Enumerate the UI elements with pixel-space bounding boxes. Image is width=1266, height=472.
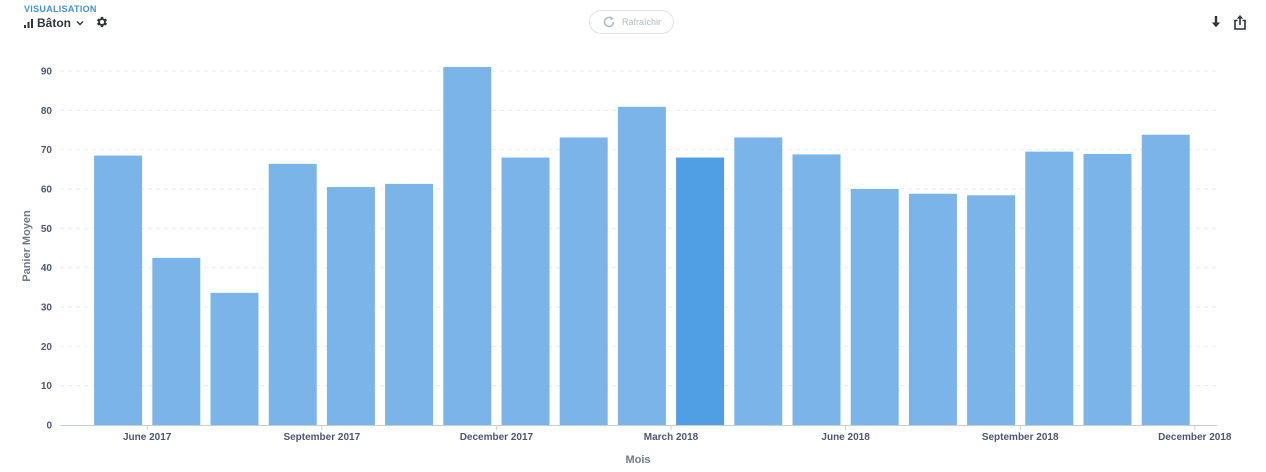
x-axis-ticks: June 2017 September 2017 December 2017 Marc…: [123, 425, 1232, 443]
y-tick-label: 60: [41, 185, 53, 196]
chevron-down-icon: [76, 21, 84, 26]
bars: [94, 67, 1190, 426]
x-tick-label: December 2017: [460, 432, 534, 443]
settings-button[interactable]: [94, 14, 109, 29]
y-tick-label: 90: [41, 67, 53, 78]
y-tick-label: 70: [41, 145, 53, 156]
y-axis-ticks: 0 10 20 30 40 50 60 70 80 90: [41, 67, 53, 432]
bar-2017-06[interactable]: [152, 257, 201, 425]
bar-2017-11[interactable]: [443, 67, 492, 426]
gear-icon: [96, 16, 107, 27]
bar-2018-03[interactable]: [676, 157, 725, 426]
x-tick-label: September 2017: [283, 432, 360, 443]
bar-2018-04[interactable]: [734, 137, 783, 425]
y-tick-label: 10: [41, 381, 53, 392]
refresh-label: Rafraîchir: [621, 17, 661, 27]
y-tick-label: 20: [41, 342, 53, 353]
y-tick-label: 40: [41, 263, 53, 274]
y-tick-label: 80: [41, 106, 53, 117]
y-tick-label: 50: [41, 224, 53, 235]
x-axis-title: Mois: [625, 454, 650, 466]
bar-2018-11[interactable]: [1141, 134, 1190, 425]
bar-2017-05[interactable]: [94, 155, 143, 426]
bar-2017-10[interactable]: [385, 183, 434, 425]
bar-2018-07[interactable]: [908, 193, 957, 425]
x-tick-label: December 2018: [1158, 432, 1232, 443]
bar-2018-06[interactable]: [850, 189, 899, 425]
refresh-icon: [603, 16, 615, 28]
share-icon: [1234, 15, 1246, 30]
bar-2017-08[interactable]: [268, 163, 317, 425]
x-tick-label: March 2018: [644, 432, 699, 443]
download-button[interactable]: [1209, 14, 1223, 30]
y-tick-label: 0: [46, 421, 52, 432]
visualisation-type-picker[interactable]: Bâton: [23, 15, 85, 31]
bar-2017-09[interactable]: [326, 187, 375, 425]
x-tick-label: June 2018: [821, 432, 870, 443]
download-icon: [1211, 16, 1221, 28]
bar-2018-10[interactable]: [1083, 153, 1132, 425]
visualisation-label: VISUALISATION: [24, 4, 97, 14]
y-axis-title: Panier Moyen: [21, 210, 33, 282]
share-button[interactable]: [1233, 14, 1247, 30]
bar-2018-02[interactable]: [617, 106, 666, 425]
x-tick-label: September 2018: [982, 432, 1059, 443]
bar-2017-12[interactable]: [501, 157, 550, 426]
refresh-button[interactable]: Rafraîchir: [589, 10, 674, 34]
visualisation-type-name: Bâton: [37, 16, 71, 30]
x-tick-label: June 2017: [123, 432, 172, 443]
bar-2018-08[interactable]: [967, 195, 1016, 425]
bar-2018-01[interactable]: [559, 137, 608, 425]
bar-chart-icon: [24, 19, 33, 28]
bar-2018-05[interactable]: [792, 154, 841, 426]
bar-2018-09[interactable]: [1025, 151, 1074, 425]
bar-2017-07[interactable]: [210, 292, 259, 425]
y-tick-label: 30: [41, 303, 53, 314]
